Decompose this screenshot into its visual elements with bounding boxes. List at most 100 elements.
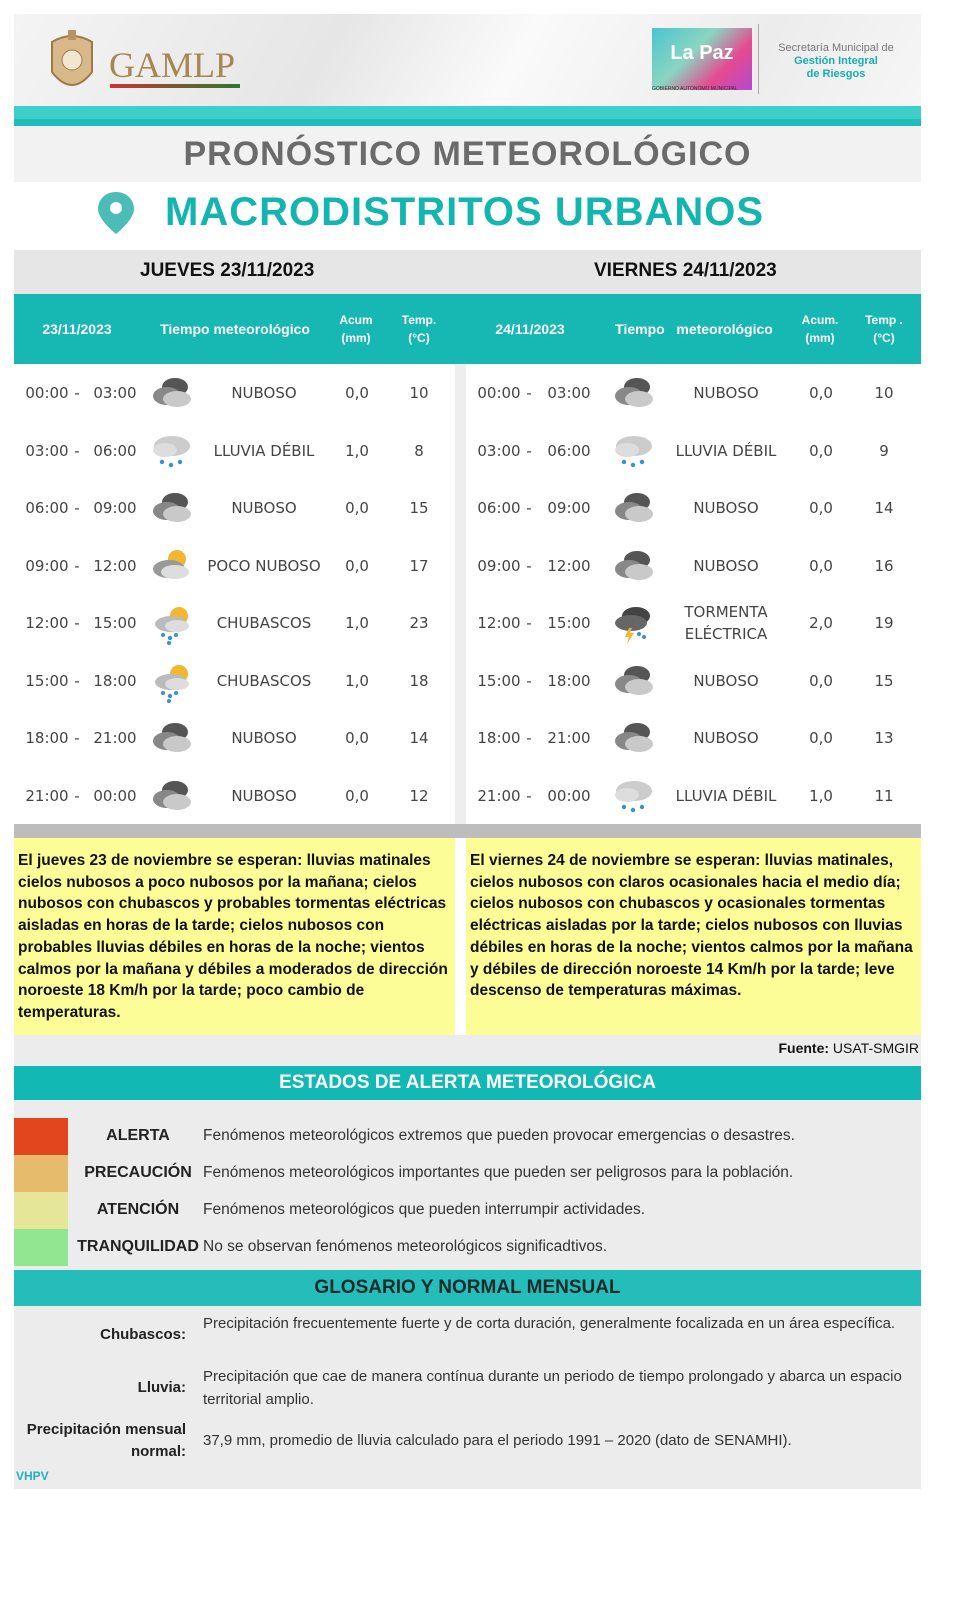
light-rain-icon (611, 432, 657, 472)
time-dash: - (74, 499, 80, 517)
table-row: 21:00-00:00 LLUVIA DÉBIL 1,0 11 (466, 767, 921, 825)
time-to: 12:00 (547, 556, 591, 575)
condition: NUBOSO (693, 671, 759, 690)
showers-icon (149, 662, 195, 704)
time-dash: - (74, 729, 80, 747)
temperature: 10 (874, 384, 894, 402)
temperature: 13 (874, 729, 894, 747)
table-row: 15:00-18:00 NUBOSO 0,0 15 (466, 652, 921, 710)
temperature: 14 (874, 499, 894, 517)
time-to: 03:00 (93, 384, 137, 402)
table-row: 12:00-15:00 TORMENTA ELÉCTRICA 2,0 19 (466, 594, 921, 652)
time-from: 06:00 (25, 499, 69, 517)
alert-label: PRECAUCIÓN (84, 1164, 192, 1181)
time-dash: - (74, 614, 80, 632)
separator-bar (14, 824, 921, 838)
precip-mm: 0,0 (345, 499, 369, 517)
page-title: PRONÓSTICO METEOROLÓGICO (14, 126, 921, 182)
time-to: 21:00 (547, 729, 591, 747)
condition: TORMENTA ELÉCTRICA (684, 603, 768, 643)
precip-mm: 0,0 (809, 671, 833, 690)
time-to: 15:00 (93, 614, 137, 632)
time-to: 03:00 (547, 384, 591, 402)
condition: NUBOSO (231, 729, 297, 747)
precip-mm: 1,0 (345, 671, 369, 690)
forecast-table-day-2: 00:00-03:00 NUBOSO 0,0 10 03:00-06:00 LLUVIA … (466, 364, 921, 824)
alert-level-atención: ATENCIÓN Fenómenos meteorológicos que pu… (14, 1192, 921, 1229)
table-row: 09:00-12:00 NUBOSO 0,0 16 (466, 537, 921, 595)
time-dash: - (74, 556, 80, 575)
time-from: 15:00 (477, 671, 521, 690)
alerts-title: ESTADOS DE ALERTA METEOROLÓGICA (14, 1066, 921, 1100)
la-paz-logo-subtitle: GOBIERNO AUTONOMO MUNICIPAL (652, 86, 738, 92)
time-from: 09:00 (25, 556, 69, 575)
time-from: 12:00 (477, 614, 521, 632)
alert-color-swatch (14, 1118, 68, 1155)
table-row: 06:00-09:00 NUBOSO 0,0 14 (466, 479, 921, 537)
flag-stripe (110, 84, 240, 88)
time-from: 03:00 (477, 441, 521, 460)
condition: NUBOSO (693, 384, 759, 402)
temperature: 8 (414, 441, 424, 460)
time-from: 09:00 (477, 556, 521, 575)
precip-mm: 0,0 (809, 441, 833, 460)
summary-day-2: El viernes 24 de noviembre se esperan: l… (466, 838, 921, 1035)
temperature: 17 (409, 556, 429, 575)
time-dash: - (74, 384, 80, 402)
col-acum-1: Acum (mm) (339, 313, 373, 345)
time-from: 18:00 (477, 729, 521, 747)
gamlp-logo-text: GAMLP (109, 45, 236, 85)
table-row: 18:00-21:00 NUBOSO 0,0 14 (14, 709, 455, 767)
time-dash: - (74, 786, 80, 805)
alert-level-alerta: ALERTA Fenómenos meteorológicos extremos… (14, 1118, 921, 1155)
temperature: 18 (409, 671, 429, 690)
source-credit: Fuente: USAT-SMGIR (778, 1040, 919, 1056)
time-dash: - (526, 441, 532, 460)
condition: NUBOSO (693, 556, 759, 575)
cloudy-icon (611, 662, 657, 698)
partly-cloudy-icon (149, 547, 195, 583)
temperature: 14 (409, 729, 429, 747)
time-to: 09:00 (93, 499, 137, 517)
col-date-1: 23/11/2023 (42, 321, 112, 337)
cloudy-icon (149, 489, 195, 525)
alert-level-tranquilidad: TRANQUILIDAD No se observan fenómenos me… (14, 1229, 921, 1266)
time-to: 18:00 (547, 671, 591, 690)
time-to: 00:00 (547, 786, 591, 805)
cloudy-icon (611, 719, 657, 755)
light-rain-icon (149, 432, 195, 472)
gamlp-coat-of-arms-logo (42, 28, 102, 104)
col-temp-2: Temp . (°C) (865, 313, 903, 345)
precip-mm: 1,0 (345, 614, 369, 632)
time-from: 18:00 (25, 729, 69, 747)
precip-mm: 0,0 (809, 729, 833, 747)
time-from: 06:00 (477, 499, 521, 517)
time-from: 00:00 (25, 384, 69, 402)
condition: NUBOSO (693, 729, 759, 747)
cloudy-icon (149, 777, 195, 813)
time-from: 21:00 (477, 786, 521, 805)
alert-level-precaución: PRECAUCIÓN Fenómenos meteorológicos impo… (14, 1155, 921, 1192)
time-dash: - (526, 729, 532, 747)
table-row: 15:00-18:00 CHUBASCOS 1,0 18 (14, 652, 455, 710)
alert-label: ATENCIÓN (96, 1201, 180, 1218)
condition: POCO NUBOSO (207, 556, 321, 575)
location-pin-icon (96, 190, 136, 240)
time-to: 06:00 (547, 441, 591, 460)
table-row: 03:00-06:00 LLUVIA DÉBIL 0,0 9 (466, 422, 921, 480)
cloudy-icon (149, 719, 195, 755)
time-from: 00:00 (477, 384, 521, 402)
day-heading-1: JUEVES 23/11/2023 (140, 260, 315, 281)
author-initials: VHPV (16, 1469, 49, 1483)
time-dash: - (526, 671, 532, 690)
precip-mm: 0,0 (809, 556, 833, 575)
alert-color-swatch (14, 1155, 68, 1192)
table-row: 06:00-09:00 NUBOSO 0,0 15 (14, 479, 455, 537)
condition: NUBOSO (231, 499, 297, 517)
alert-description: Fenómenos meteorológicos importantes que… (203, 1164, 794, 1181)
time-to: 15:00 (547, 614, 591, 632)
condition: CHUBASCOS (216, 614, 312, 632)
teal-band (14, 106, 921, 126)
alert-color-swatch (14, 1192, 68, 1229)
table-row: 00:00-03:00 NUBOSO 0,0 10 (466, 364, 921, 422)
